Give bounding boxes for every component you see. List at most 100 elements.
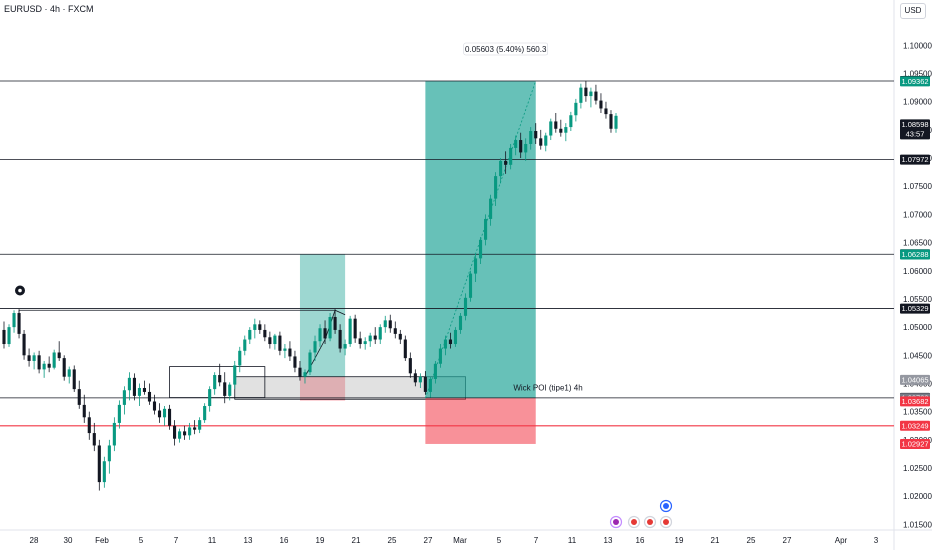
candle-body[interactable] bbox=[544, 135, 548, 146]
candle-body[interactable] bbox=[428, 378, 432, 392]
candle-body[interactable] bbox=[479, 239, 483, 259]
candle-body[interactable] bbox=[468, 273, 473, 298]
candle-body[interactable] bbox=[433, 363, 437, 379]
candle-body[interactable] bbox=[504, 160, 508, 165]
candle-body[interactable] bbox=[92, 433, 96, 446]
candle-body[interactable] bbox=[609, 114, 613, 129]
candle-body[interactable] bbox=[373, 335, 377, 340]
candle-body[interactable] bbox=[443, 339, 447, 349]
candle-body[interactable] bbox=[137, 387, 141, 396]
candle-body[interactable] bbox=[183, 431, 187, 436]
candle-body[interactable] bbox=[268, 337, 272, 345]
candle-body[interactable] bbox=[112, 422, 116, 446]
candle-body[interactable] bbox=[12, 313, 16, 328]
candle-body[interactable] bbox=[368, 335, 372, 342]
candle-body[interactable] bbox=[238, 350, 242, 366]
candle-body[interactable] bbox=[614, 115, 618, 129]
candle-body[interactable] bbox=[27, 355, 31, 361]
candle-body[interactable] bbox=[398, 333, 402, 340]
candle-body[interactable] bbox=[529, 131, 533, 144]
candle-body[interactable] bbox=[363, 341, 367, 345]
candle-body[interactable] bbox=[579, 87, 583, 103]
candle-body[interactable] bbox=[253, 324, 257, 330]
candle-body[interactable] bbox=[122, 390, 126, 405]
candle-body[interactable] bbox=[589, 91, 593, 97]
candle-body[interactable] bbox=[107, 445, 111, 462]
candle-body[interactable] bbox=[569, 115, 573, 128]
candle-body[interactable] bbox=[72, 369, 76, 390]
candle-body[interactable] bbox=[473, 258, 478, 274]
candle-body[interactable] bbox=[514, 140, 518, 148]
candle-body[interactable] bbox=[87, 417, 91, 434]
candle-body[interactable] bbox=[218, 375, 222, 383]
candle-body[interactable] bbox=[318, 328, 322, 342]
first-target-zone[interactable] bbox=[299, 254, 346, 377]
candle-body[interactable] bbox=[333, 316, 337, 330]
candle-body[interactable] bbox=[494, 176, 498, 199]
candle-body[interactable] bbox=[193, 427, 197, 430]
candle-body[interactable] bbox=[328, 316, 332, 339]
candle-body[interactable] bbox=[604, 108, 608, 115]
candle-body[interactable] bbox=[438, 348, 442, 364]
candle-body[interactable] bbox=[127, 377, 131, 391]
candle-body[interactable] bbox=[132, 377, 136, 396]
candle-body[interactable] bbox=[599, 100, 603, 109]
candle-body[interactable] bbox=[393, 328, 397, 334]
candle-body[interactable] bbox=[343, 344, 347, 349]
candle-body[interactable] bbox=[152, 401, 157, 411]
candle-body[interactable] bbox=[423, 376, 427, 392]
candle-body[interactable] bbox=[47, 363, 51, 368]
candle-body[interactable] bbox=[52, 352, 56, 368]
currency-button[interactable]: USD bbox=[900, 3, 926, 19]
candle-body[interactable] bbox=[338, 329, 342, 349]
candle-body[interactable] bbox=[448, 339, 453, 345]
candle-body[interactable] bbox=[458, 315, 463, 330]
candle-body[interactable] bbox=[288, 348, 292, 357]
candle-body[interactable] bbox=[353, 318, 357, 339]
candle-body[interactable] bbox=[278, 335, 282, 351]
candle-body[interactable] bbox=[519, 140, 523, 153]
candle-body[interactable] bbox=[308, 352, 312, 373]
candle-body[interactable] bbox=[584, 87, 588, 97]
candle-body[interactable] bbox=[142, 387, 147, 392]
candle-body[interactable] bbox=[173, 425, 177, 439]
candle-body[interactable] bbox=[554, 121, 558, 129]
candle-body[interactable] bbox=[223, 382, 227, 396]
candle-body[interactable] bbox=[82, 404, 86, 418]
candle-body[interactable] bbox=[463, 297, 468, 316]
candle-body[interactable] bbox=[313, 341, 317, 353]
candle-body[interactable] bbox=[403, 339, 407, 359]
candle-body[interactable] bbox=[549, 121, 553, 136]
candle-body[interactable] bbox=[489, 198, 493, 219]
candle-body[interactable] bbox=[539, 138, 543, 146]
candle-body[interactable] bbox=[188, 427, 192, 436]
candle-body[interactable] bbox=[594, 91, 598, 101]
candle-body[interactable] bbox=[408, 358, 412, 374]
candle-body[interactable] bbox=[37, 355, 41, 370]
candle-body[interactable] bbox=[203, 406, 207, 421]
candle-body[interactable] bbox=[157, 410, 162, 418]
candle-body[interactable] bbox=[273, 335, 277, 345]
candle-body[interactable] bbox=[162, 408, 167, 418]
candle-body[interactable] bbox=[167, 408, 172, 426]
poi-box-outline[interactable] bbox=[169, 366, 266, 398]
candle-body[interactable] bbox=[117, 404, 121, 423]
main-stop-zone[interactable] bbox=[425, 397, 536, 444]
candle-body[interactable] bbox=[348, 318, 352, 345]
candle-body[interactable] bbox=[32, 355, 36, 361]
candle-body[interactable] bbox=[57, 352, 61, 359]
candle-body[interactable] bbox=[62, 358, 66, 377]
candle-body[interactable] bbox=[243, 339, 247, 351]
candle-body[interactable] bbox=[7, 327, 11, 345]
candle-body[interactable] bbox=[147, 391, 152, 402]
candle-body[interactable] bbox=[248, 329, 252, 340]
candle-body[interactable] bbox=[418, 376, 422, 383]
candle-body[interactable] bbox=[77, 389, 81, 405]
candle-body[interactable] bbox=[453, 329, 458, 345]
candle-body[interactable] bbox=[564, 127, 568, 133]
candle-body[interactable] bbox=[263, 329, 267, 338]
candle-body[interactable] bbox=[283, 348, 287, 351]
candle-body[interactable] bbox=[258, 324, 262, 330]
candle-body[interactable] bbox=[524, 143, 528, 153]
